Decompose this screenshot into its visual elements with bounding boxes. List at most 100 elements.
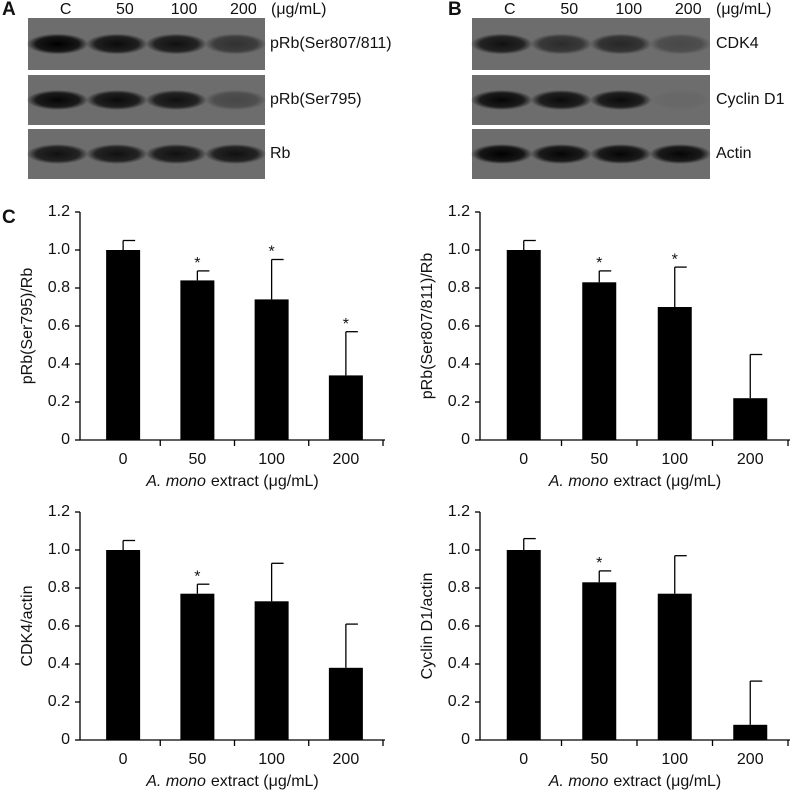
x-tick-label: 200 [737, 451, 764, 468]
y-tick-label: 0.2 [448, 393, 470, 410]
blot-band [204, 90, 267, 110]
panel-label: C [2, 207, 16, 228]
y-tick-label: 1.0 [48, 241, 70, 258]
x-tick-label: 50 [590, 751, 608, 768]
y-tick-label: 1.2 [448, 503, 470, 520]
x-axis-label: A. mono extract (μg/mL) [548, 773, 722, 790]
blot-band [649, 33, 712, 55]
x-axis-label-text: extract (μg/mL) [613, 473, 721, 490]
x-tick-label: 50 [590, 451, 608, 468]
row-label: pRb(Ser795) [270, 91, 362, 108]
bar [254, 601, 289, 740]
x-tick-label: 100 [661, 751, 688, 768]
significance: * [269, 244, 275, 261]
blot-band [204, 144, 267, 164]
significance: * [194, 255, 200, 272]
bar [328, 375, 363, 440]
bar [733, 398, 768, 440]
error-bar [122, 539, 136, 550]
error-bar [598, 270, 612, 283]
blot-band [470, 90, 533, 110]
y-tick-label: 0.8 [448, 579, 470, 596]
blot-band [204, 33, 267, 55]
y-tick-label: 0.6 [48, 317, 70, 334]
row-label: CDK4 [716, 35, 759, 52]
bar [328, 667, 363, 740]
blot-band [589, 90, 652, 110]
x-tick-label: 0 [519, 451, 528, 468]
error-bar [270, 562, 284, 602]
error-bar [345, 331, 358, 376]
y-tick-label: 0.6 [48, 617, 70, 634]
lane-label: C [504, 1, 516, 18]
y-tick-label: 0.4 [48, 655, 70, 672]
x-tick-label: 200 [737, 751, 764, 768]
blot-band [86, 144, 148, 164]
lane-label: C [60, 1, 72, 18]
bar [657, 307, 692, 440]
y-axis-label: Cyclin D1/actin [419, 573, 436, 680]
y-tick-label: 0.2 [48, 393, 70, 410]
lane-label: 200 [230, 1, 257, 18]
y-tick-label: 0.4 [48, 355, 70, 372]
y-tick-label: 0.4 [448, 655, 470, 672]
y-tick-label: 0.8 [448, 279, 470, 296]
row-label: Actin [716, 145, 752, 162]
lane-label: 50 [560, 1, 578, 18]
y-tick-label: 0 [61, 731, 70, 748]
y-axis-label: pRb(Ser795)/Rb [19, 268, 36, 385]
error-bar [196, 583, 210, 594]
error-bar [674, 555, 687, 594]
row-label: Cyclin D1 [716, 91, 785, 108]
bar [106, 250, 141, 440]
error-bar [345, 623, 358, 668]
x-axis-label-italic: A. mono [548, 773, 609, 790]
y-tick-label: 1.2 [448, 203, 470, 220]
blot-band [530, 90, 593, 110]
x-tick-label: 100 [258, 451, 285, 468]
lane-label: 100 [615, 1, 642, 18]
x-tick-label: 200 [333, 451, 360, 468]
y-tick-label: 0.2 [48, 693, 70, 710]
error-bar [749, 680, 763, 725]
y-tick-label: 0.2 [448, 693, 470, 710]
blot-band [26, 144, 89, 164]
bar [180, 593, 215, 740]
error-bar [674, 266, 687, 307]
x-tick-label: 0 [119, 751, 128, 768]
significance: * [672, 251, 678, 268]
y-tick-label: 0 [461, 431, 470, 448]
blot-band [589, 144, 652, 164]
x-axis-label-italic: A. mono [548, 473, 609, 490]
unit-label: (μg/mL) [716, 1, 771, 18]
y-tick-label: 1.0 [448, 241, 470, 258]
blot-band [145, 90, 207, 110]
x-axis-label-italic: A. mono [145, 473, 206, 490]
y-tick-label: 0.8 [48, 579, 70, 596]
row-label: Rb [270, 145, 291, 162]
x-tick-label: 0 [119, 451, 128, 468]
error-bar [523, 239, 536, 250]
x-tick-label: 200 [333, 751, 360, 768]
x-tick-label: 0 [519, 751, 528, 768]
panel-label: A [2, 0, 16, 20]
blot-band [26, 90, 89, 110]
x-axis-label-text: extract (μg/mL) [613, 773, 721, 790]
blot-band [470, 144, 533, 164]
lane-label: 200 [675, 1, 702, 18]
error-bar [749, 353, 763, 399]
blot-band [86, 33, 148, 55]
x-axis-label: A. mono extract (μg/mL) [548, 473, 722, 490]
bar [733, 724, 768, 740]
blot-band [470, 33, 533, 55]
x-tick-label: 100 [661, 451, 688, 468]
y-tick-label: 1.2 [48, 503, 70, 520]
error-bar [270, 258, 284, 300]
y-tick-label: 0 [461, 731, 470, 748]
y-tick-label: 0.4 [448, 355, 470, 372]
blot-band [589, 33, 652, 55]
y-axis-label: pRb(Ser807/811)/Rb [419, 253, 436, 400]
y-tick-label: 1.0 [448, 541, 470, 558]
error-bar [122, 239, 136, 250]
blot-band [145, 144, 207, 164]
